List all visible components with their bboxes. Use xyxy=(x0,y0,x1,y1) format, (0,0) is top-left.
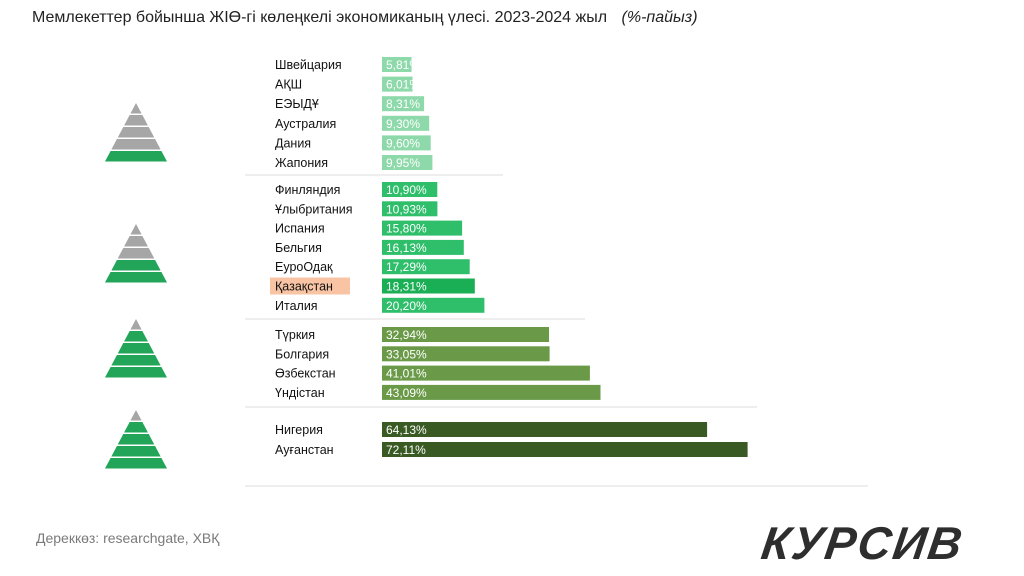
data-label: 9,95% xyxy=(386,156,420,170)
category-label: Болгария xyxy=(275,347,329,361)
data-label: 33,05% xyxy=(386,347,427,361)
data-label: 15,80% xyxy=(386,222,427,236)
pyramid-level-icon xyxy=(111,139,161,150)
pyramid-level-icon xyxy=(130,410,142,421)
bar xyxy=(382,297,485,313)
brand-logo: КУРСИВ xyxy=(758,517,968,569)
category-label: Финляндия xyxy=(275,183,340,197)
data-label: 6,01% xyxy=(386,78,420,92)
data-label: 64,13% xyxy=(386,423,427,437)
chart-title-text: Мемлекеттер бойынша ЖІӨ-гі көлеңкелі эко… xyxy=(32,9,608,26)
category-label: Дания xyxy=(275,136,311,150)
bar xyxy=(382,327,549,342)
source-note: Дереккөз: researchgate, ХВҚ xyxy=(36,530,220,546)
category-label: Жапония xyxy=(275,156,328,170)
data-label: 72,11% xyxy=(386,443,426,457)
pyramid-level-icon xyxy=(111,260,161,271)
pyramid-level-icon xyxy=(130,224,142,235)
data-label: 16,13% xyxy=(386,241,427,255)
data-label: 10,90% xyxy=(386,183,427,197)
pyramid-level-icon xyxy=(105,458,167,469)
pyramid-level-icon xyxy=(111,446,161,457)
bar xyxy=(382,220,463,236)
data-label: 9,60% xyxy=(386,136,420,150)
category-label: Испания xyxy=(275,222,325,236)
pyramid-level-icon xyxy=(124,331,148,342)
category-label: Үндістан xyxy=(275,386,325,400)
bar xyxy=(382,155,433,170)
data-label: 20,20% xyxy=(386,299,427,313)
bar xyxy=(382,201,438,217)
bar xyxy=(382,239,464,255)
data-label: 32,94% xyxy=(386,328,427,342)
category-label: Нигерия xyxy=(275,423,323,437)
chart-title: Мемлекеттер бойынша ЖІӨ-гі көлеңкелі эко… xyxy=(32,9,698,27)
bar xyxy=(382,115,430,131)
data-label: 8,31% xyxy=(386,97,420,111)
category-label: Өзбекстан xyxy=(275,367,336,381)
bar xyxy=(382,182,438,197)
data-label: 18,31% xyxy=(386,280,427,294)
pyramid-level-icon xyxy=(124,422,148,433)
pyramid-level-icon xyxy=(130,319,142,330)
data-label: 10,93% xyxy=(386,202,427,216)
bar xyxy=(382,346,550,362)
pyramid-level-icon xyxy=(105,151,167,162)
pyramid-level-icon xyxy=(117,248,155,259)
pyramid-level-icon xyxy=(117,127,155,138)
pyramid-level-icon xyxy=(117,343,155,354)
category-label: Аустралия xyxy=(275,117,336,131)
category-label: Ауғанстан xyxy=(275,443,334,457)
bar xyxy=(382,384,601,400)
pyramid-level-icon xyxy=(130,103,142,114)
highlight-label-background xyxy=(270,277,350,295)
category-label: Италия xyxy=(275,299,318,313)
data-label: 43,09% xyxy=(386,386,427,400)
bar xyxy=(382,259,470,275)
pyramid-level-icon xyxy=(105,367,167,378)
bar xyxy=(382,57,412,72)
bar xyxy=(382,442,748,457)
data-label: 17,29% xyxy=(386,260,427,274)
data-label: 9,30% xyxy=(386,117,420,131)
bar xyxy=(382,96,425,112)
pyramid-level-icon xyxy=(124,236,148,247)
bar xyxy=(382,278,475,294)
category-label: Бельгия xyxy=(275,241,322,255)
pyramid-level-icon xyxy=(105,272,167,283)
category-label: Ұлыбритания xyxy=(275,202,353,216)
bar xyxy=(382,135,431,151)
category-label: ЕЭЫДҰ xyxy=(275,97,319,111)
chart-unit: (%-пайыз) xyxy=(621,9,698,26)
data-label: 5,81% xyxy=(386,58,420,72)
pyramid-level-icon xyxy=(117,434,155,445)
category-label: Қазақстан xyxy=(275,280,333,294)
pyramid-level-icon xyxy=(111,355,161,366)
bar xyxy=(382,365,590,381)
category-label: АҚШ xyxy=(275,78,302,92)
category-label: Түркия xyxy=(275,328,315,342)
data-label: 41,01% xyxy=(386,367,427,381)
bar xyxy=(382,422,708,437)
category-label: ЕуроОдақ xyxy=(275,260,333,274)
category-label: Швейцария xyxy=(275,58,342,72)
bar xyxy=(382,76,413,92)
pyramid-level-icon xyxy=(124,115,148,126)
